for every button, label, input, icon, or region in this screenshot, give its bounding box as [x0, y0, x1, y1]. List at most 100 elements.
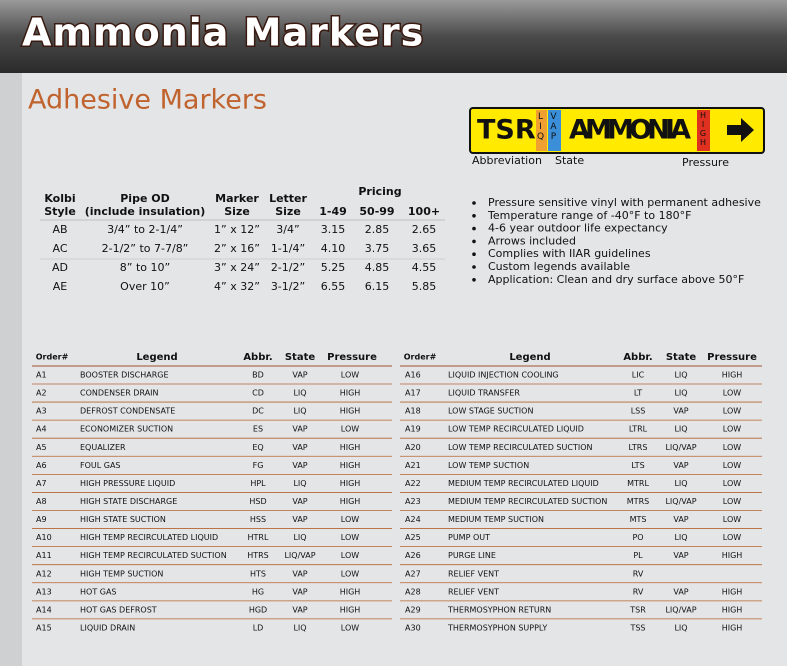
order-cell: A19 — [405, 425, 421, 434]
order-cell: HIGH — [722, 587, 743, 596]
order-cell: LOW — [341, 515, 359, 524]
order-cell: MEDIUM TEMP SUCTION — [448, 515, 544, 524]
header-title: Ammonia Markers — [22, 11, 424, 55]
order-cell: RELIEF VENT — [448, 569, 499, 578]
marker-state: LIQ — [536, 112, 546, 142]
order-cell: LOW TEMP RECIRCULATED SUCTION — [448, 443, 592, 452]
order-cell: LOW — [723, 479, 741, 488]
order-header: Order# — [36, 353, 69, 362]
order-cell: HSS — [250, 515, 266, 524]
order-header: State — [285, 352, 316, 363]
order-cell: LIQUID DRAIN — [80, 623, 135, 632]
table-cell: 5.25 — [321, 261, 346, 274]
order-cell: LIQ — [293, 479, 306, 488]
order-cell: A25 — [405, 533, 421, 542]
order-cell: A5 — [36, 443, 47, 452]
order-cell: HOT GAS — [80, 587, 117, 596]
order-cell: LIQ — [293, 389, 306, 398]
table-cell: 2-1/2” — [271, 261, 305, 274]
feature-item: 4-6 year outdoor life expectancy — [488, 222, 668, 235]
table-cell: 3-1/2” — [271, 280, 305, 293]
order-cell: A14 — [36, 605, 52, 614]
caption: State — [555, 154, 584, 167]
order-cell: LTRL — [629, 425, 648, 434]
order-cell: HIGH — [722, 371, 743, 380]
order-cell: LOW — [723, 461, 741, 470]
order-cell: A23 — [405, 497, 421, 506]
feature-item: Arrows included — [488, 234, 576, 247]
table-cell: AC — [52, 242, 67, 255]
order-cell: DC — [252, 407, 264, 416]
feature-item: Temperature range of -40°F to 180°F — [487, 209, 691, 222]
order-cell: A22 — [405, 479, 421, 488]
order-cell: HIGH — [340, 497, 361, 506]
order-cell: LIQUID INJECTION COOLING — [448, 371, 559, 380]
table-cell: AB — [52, 223, 67, 236]
order-cell: A26 — [405, 551, 421, 560]
order-cell: LTRS — [629, 443, 648, 452]
table-cell: 1-1/4” — [271, 242, 305, 255]
order-cell: LOW TEMP SUCTION — [448, 461, 529, 470]
order-cell: FOUL GAS — [80, 461, 121, 470]
table-cell: 1” x 12” — [214, 223, 260, 236]
order-cell: HIGH STATE DISCHARGE — [80, 497, 177, 506]
order-cell: VAP — [292, 371, 307, 380]
order-cell: LIQ — [674, 425, 687, 434]
order-cell: A30 — [405, 623, 421, 632]
table-cell: 6.55 — [321, 280, 346, 293]
order-cell: HIGH — [722, 623, 743, 632]
order-cell: LIQ/VAP — [665, 443, 696, 452]
table-header: Marker Size — [215, 192, 259, 218]
table-cell: 4” x 32” — [214, 280, 260, 293]
feature-item: Pressure sensitive vinyl with permanent … — [488, 196, 761, 209]
order-cell: HIGH — [340, 443, 361, 452]
order-cell: HIGH — [340, 605, 361, 614]
order-cell: MEDIUM TEMP RECIRCULATED SUCTION — [448, 497, 607, 506]
table-header: 100+ — [408, 205, 440, 218]
order-cell: LIQ — [674, 479, 687, 488]
order-cell: LT — [634, 389, 642, 398]
order-cell: LIQ — [674, 533, 687, 542]
order-cell: HPL — [250, 479, 266, 488]
table-cell: 2.85 — [365, 223, 390, 236]
state-band-liq — [536, 110, 547, 151]
order-cell: VAP — [673, 515, 688, 524]
order-cell: A9 — [36, 515, 47, 524]
marker-state: VAP — [549, 112, 559, 142]
table-cell: 4.55 — [412, 261, 437, 274]
table-cell: 2” x 16” — [214, 242, 260, 255]
order-cell: A13 — [36, 587, 52, 596]
arrow-icon — [727, 118, 754, 142]
order-cell: THERMOSYPHON RETURN — [447, 605, 551, 614]
order-cell: TSR — [629, 605, 646, 614]
order-cell: LOW — [341, 425, 359, 434]
order-cell: A18 — [405, 407, 421, 416]
order-cell: CD — [252, 389, 264, 398]
order-cell: ES — [253, 425, 263, 434]
order-cell: A17 — [405, 389, 421, 398]
order-cell: HTRS — [247, 551, 269, 560]
order-cell: LIQ — [674, 371, 687, 380]
order-cell: HTS — [250, 569, 266, 578]
order-cell: RELIEF VENT — [448, 587, 499, 596]
order-cell: LOW — [723, 515, 741, 524]
table-cell: AD — [52, 261, 68, 274]
order-cell: PO — [632, 533, 643, 542]
table-cell: 3/4” — [276, 223, 299, 236]
order-cell: VAP — [292, 569, 307, 578]
order-cell: MTRS — [627, 497, 649, 506]
table-cell: 3” x 24” — [214, 261, 260, 274]
marker-legend: AMMONIA — [569, 115, 691, 146]
order-cell: LOW — [723, 533, 741, 542]
bullet — [472, 278, 476, 282]
order-cell: VAP — [292, 497, 307, 506]
table-cell: 6.15 — [365, 280, 390, 293]
order-cell: A21 — [405, 461, 421, 470]
order-cell: A1 — [36, 371, 47, 380]
order-cell: A12 — [36, 569, 52, 578]
order-cell: HIGH — [340, 587, 361, 596]
order-cell: LSS — [631, 407, 646, 416]
order-cell: LIQ — [293, 623, 306, 632]
order-cell: BD — [252, 371, 264, 380]
order-cell: LIQ — [293, 407, 306, 416]
